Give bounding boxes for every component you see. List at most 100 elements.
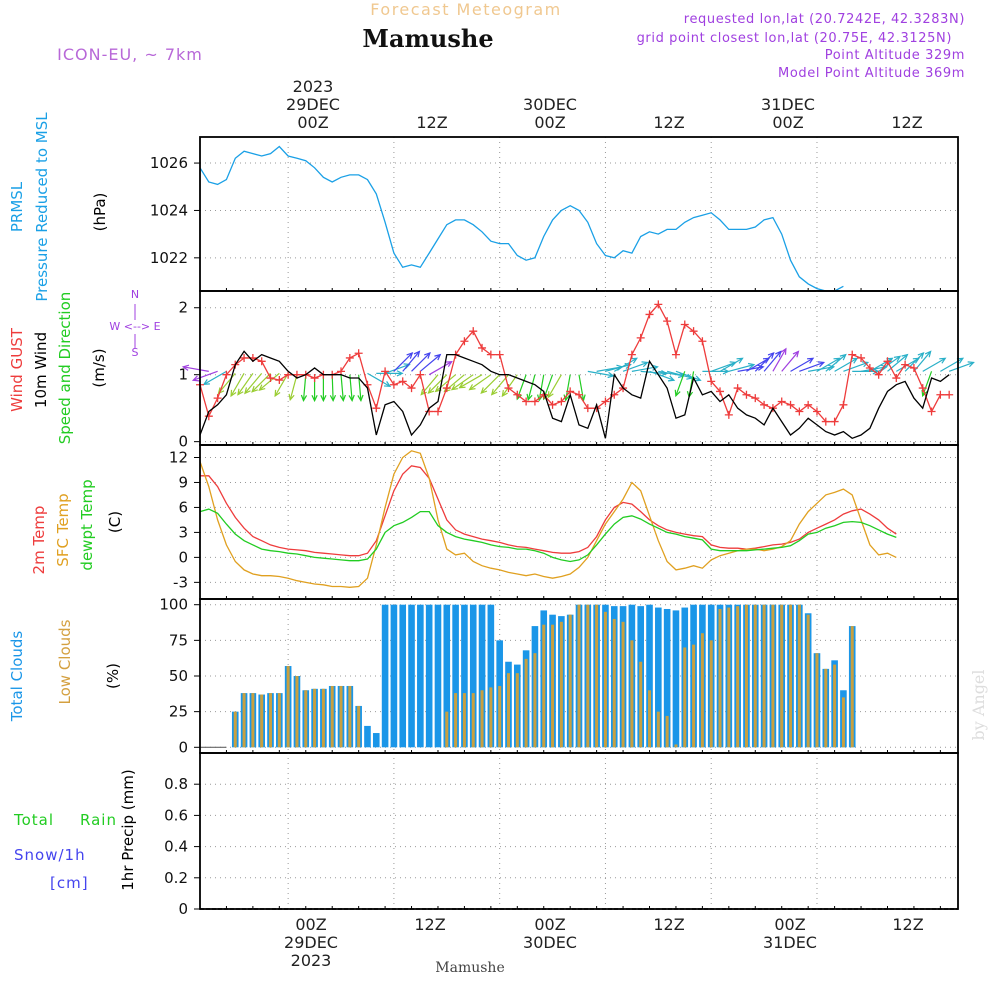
- wind-direction-arrow: [825, 354, 847, 372]
- wind-direction-arrow: [419, 354, 441, 372]
- wind-direction-arrow: [649, 370, 675, 381]
- wind-direction-arrow: [384, 363, 410, 374]
- gust-marker: [865, 364, 874, 372]
- wind-arrow-head: [413, 350, 421, 358]
- low-cloud-bar: [515, 673, 519, 748]
- product-title: Forecast Meteogram: [370, 0, 561, 19]
- gust-marker: [372, 404, 381, 413]
- wind-arrow-head: [767, 351, 775, 359]
- y-tick-label: 1: [178, 366, 188, 384]
- top-hour-label: 12Z: [416, 113, 447, 132]
- gust-marker: [804, 400, 813, 409]
- total-cloud-bar: [646, 604, 653, 748]
- low-cloud-bar: [815, 653, 819, 748]
- low-cloud-bar: [471, 693, 475, 748]
- low-cloud-bar: [762, 604, 766, 748]
- gust-marker: [337, 367, 346, 376]
- wind-arrow-head: [424, 351, 431, 359]
- low-cloud-bar: [621, 621, 625, 748]
- low-cloud-bar: [744, 604, 748, 748]
- gust-marker: [257, 357, 266, 366]
- pressure-label: Pressure Reduced to MSL: [33, 112, 51, 302]
- low-clouds-label: Low Clouds: [56, 619, 74, 704]
- bottom-hour-label: 00Z: [295, 915, 326, 934]
- low-cloud-bar: [841, 697, 845, 748]
- wind-direction-arrow: [274, 373, 289, 397]
- wind-label: 10m Wind: [32, 332, 50, 408]
- gust-marker: [345, 353, 354, 362]
- wind-direction-arrow: [675, 371, 686, 396]
- gust-marker: [583, 404, 592, 413]
- wind-arrow-head: [329, 394, 337, 403]
- wind-arrow-head: [939, 357, 947, 364]
- wind-direction-arrow: [948, 361, 974, 372]
- panel-clouds: 0 25 50 75 100: [159, 596, 959, 756]
- top-hour-label: 12Z: [891, 113, 922, 132]
- y-tick-label: 100: [159, 596, 188, 614]
- wind-arrow-head: [526, 393, 533, 402]
- low-cloud-bar: [648, 690, 652, 748]
- precip-total-label: Total: [13, 811, 54, 829]
- wind-arrow-head: [880, 364, 889, 371]
- y-tick-label: 0: [178, 433, 188, 451]
- low-cloud-bar: [700, 633, 704, 748]
- y-tick-label: 0: [178, 548, 188, 566]
- gust-marker: [680, 320, 689, 329]
- low-cloud-bar: [683, 647, 687, 748]
- wind-direction-arrow: [904, 352, 924, 372]
- wind-arrow-head: [217, 387, 225, 395]
- dewpt-label: dewpt Temp: [78, 479, 96, 570]
- model-label: ICON-EU, ~ 7km: [57, 45, 203, 64]
- top-hour-label: 12Z: [653, 113, 684, 132]
- low-cloud-bar: [533, 653, 537, 748]
- low-cloud-bar: [524, 658, 528, 748]
- wind-direction-arrow: [259, 372, 280, 391]
- bottom-day-label: 31DEC: [763, 933, 817, 952]
- wind-direction-arrow: [843, 361, 869, 372]
- wind-arrow-head: [339, 394, 346, 402]
- y-tick-label: 0.4: [164, 838, 188, 856]
- total-cloud-bar: [399, 604, 407, 748]
- wind-direction-arrow: [719, 357, 743, 372]
- wind-arrow-head: [458, 382, 466, 389]
- gust-marker: [883, 357, 892, 366]
- top-day-label: 31DEC: [761, 95, 815, 114]
- total-clouds-label: Total Clouds: [8, 631, 26, 723]
- wind-direction-arrow: [451, 374, 474, 391]
- wind-arrow-head: [258, 384, 266, 391]
- bottom-hour-label: 00Z: [534, 915, 565, 934]
- gust-marker: [742, 390, 751, 399]
- low-cloud-bar: [260, 694, 264, 748]
- gust-marker: [495, 350, 504, 359]
- compass-north: N: [131, 288, 139, 301]
- total-cloud-bar: [372, 733, 380, 748]
- wind-arrow-head: [547, 391, 554, 399]
- gust-marker: [918, 384, 927, 393]
- low-cloud-bar: [736, 606, 740, 748]
- wind-direction-arrow: [203, 370, 227, 385]
- gust-marker: [310, 374, 319, 383]
- wind-arrow-head: [406, 351, 414, 359]
- precip-rain-label: Rain: [80, 811, 117, 829]
- wind-arrow-head: [667, 375, 676, 382]
- gust-marker: [469, 327, 478, 336]
- low-cloud-bar: [718, 608, 722, 748]
- total-cloud-bar: [469, 604, 477, 748]
- gust-marker: [751, 394, 760, 403]
- y-tick-label: 1022: [150, 249, 188, 267]
- wind-direction-arrow: [237, 373, 254, 395]
- gust-marker: [760, 400, 769, 409]
- temp-unit: (C): [106, 511, 124, 533]
- wind-arrow-head: [445, 361, 453, 367]
- compass-west-east: W <--> E: [109, 320, 160, 333]
- gust-marker: [627, 350, 636, 359]
- gust-marker: [513, 390, 522, 399]
- low-cloud-bar: [506, 673, 510, 748]
- wind-direction-arrow: [302, 374, 307, 401]
- gust-marker: [857, 353, 866, 362]
- gust-marker: [707, 377, 716, 386]
- gust-marker: [240, 353, 249, 362]
- top-year: 2023: [293, 77, 334, 96]
- wind-direction-arrow: [367, 372, 391, 387]
- wind-direction-arrow: [527, 374, 536, 400]
